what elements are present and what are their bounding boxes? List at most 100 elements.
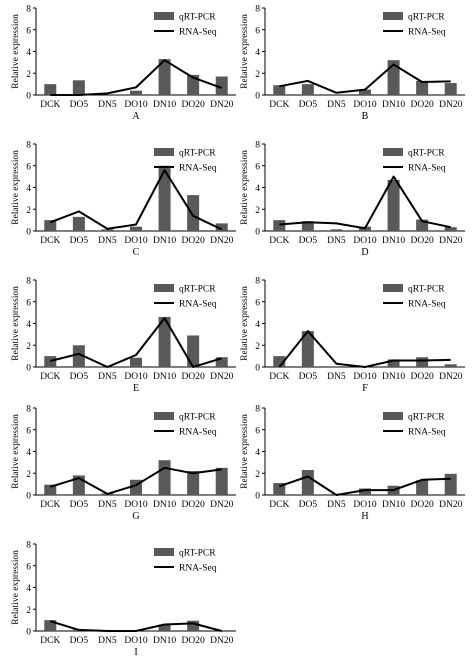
y-tick-label: 4: [26, 448, 31, 458]
legend-label-rna-seq: RNA-Seq: [179, 300, 217, 310]
x-tick-label: DO20: [182, 236, 205, 246]
bar-do10: [130, 226, 142, 231]
x-tick-label: DN20: [210, 372, 233, 382]
bar-do10: [359, 89, 371, 95]
legend-label-rna-seq: RNA-Seq: [179, 428, 217, 438]
x-tick-label: DCK: [40, 236, 60, 246]
panel-label: A: [132, 111, 140, 122]
x-tick-label: DO20: [411, 372, 434, 382]
x-tick-label: DN5: [98, 100, 117, 110]
legend-label-qrt-pcr: qRT-PCR: [408, 13, 445, 23]
y-tick-label: 8: [255, 405, 260, 415]
x-tick-label: DN20: [439, 500, 462, 510]
legend-label-qrt-pcr: qRT-PCR: [408, 285, 445, 295]
y-tick-label: 0: [255, 92, 260, 102]
legend-label-qrt-pcr: qRT-PCR: [179, 285, 216, 295]
x-tick-label: DN10: [382, 500, 405, 510]
rna-seq-line: [49, 169, 223, 231]
x-tick-label: DO5: [299, 372, 318, 382]
bar-do5: [301, 84, 314, 95]
rna-seq-line: [279, 175, 451, 230]
y-tick-label: 0: [26, 628, 31, 638]
panel-label: H: [361, 511, 368, 522]
bar-do10: [359, 488, 371, 495]
bar-dn20: [444, 227, 457, 231]
bar-dn20: [215, 357, 228, 367]
bar-dn20: [215, 467, 228, 495]
y-tick-label: 0: [26, 492, 31, 502]
y-tick-label: 4: [255, 320, 260, 330]
x-tick-label: DN20: [439, 236, 462, 246]
legend-label-qrt-pcr: qRT-PCR: [179, 413, 216, 423]
bar-dn20: [215, 223, 228, 231]
rna-seq-line: [50, 317, 222, 368]
y-tick-label: 6: [255, 298, 260, 308]
y-axis-label: Relative expression: [240, 14, 250, 89]
legend-swatch-qrt-pcr: [383, 412, 403, 420]
x-tick-label: DO5: [299, 236, 318, 246]
x-tick-label: DN10: [382, 372, 405, 382]
bar-dn10: [158, 165, 171, 231]
legend-swatch-qrt-pcr: [154, 12, 174, 20]
y-tick-label: 2: [26, 70, 31, 80]
y-tick-label: 4: [255, 184, 260, 194]
panel-label: B: [362, 111, 369, 122]
x-tick-label: DO5: [70, 372, 89, 382]
x-tick-label: DO10: [353, 372, 376, 382]
legend-swatch-qrt-pcr: [383, 284, 403, 292]
x-tick-label: DN10: [153, 236, 176, 246]
panel-f: 0 2 4 6 8 Relative expression DCK DO5 DN5 DO10 DN1…: [240, 277, 465, 394]
panel-e: 0 2 4 6 8 Relative expression DCK DO5 DN5 DO10 DN1…: [11, 277, 236, 394]
bar-do10: [130, 90, 142, 95]
x-tick-label: DO20: [411, 500, 434, 510]
y-tick-label: 6: [26, 162, 31, 172]
y-axis-label: Relative expression: [11, 14, 21, 89]
bar-do5: [72, 80, 85, 95]
x-tick-label: DO5: [70, 500, 89, 510]
legend-swatch-qrt-pcr: [154, 148, 174, 156]
legend-label-rna-seq: RNA-Seq: [179, 164, 217, 174]
x-tick-label: DO5: [70, 236, 89, 246]
panel-i: 0 2 4 6 8 Relative expression DCK DO5 DN5 DO10 DN1…: [11, 541, 236, 658]
y-tick-label: 0: [255, 228, 260, 238]
y-tick-label: 2: [255, 342, 260, 352]
legend-label-rna-seq: RNA-Seq: [408, 164, 446, 174]
x-tick-label: DO10: [124, 500, 147, 510]
x-tick-label: DO20: [182, 372, 205, 382]
x-tick-label: DCK: [269, 236, 289, 246]
bar-dn10: [158, 624, 171, 631]
x-tick-label: DN5: [327, 236, 346, 246]
y-axis-label: Relative expression: [240, 414, 250, 489]
bar-do20: [187, 335, 200, 367]
rna-seq-line: [50, 466, 222, 495]
panel-label: C: [133, 247, 140, 258]
bar-dck: [44, 220, 57, 231]
y-tick-label: 6: [255, 26, 260, 36]
panel-label: F: [362, 383, 368, 394]
y-tick-label: 4: [255, 448, 260, 458]
x-tick-label: DCK: [269, 372, 289, 382]
y-tick-label: 8: [255, 141, 260, 151]
y-tick-label: 4: [26, 48, 31, 58]
bar-dn10: [158, 316, 171, 367]
x-tick-label: DO5: [299, 100, 318, 110]
panel-g: 0 2 4 6 8 Relative expression DCK DO5 DN5 DO10 DN1…: [11, 405, 236, 522]
y-tick-label: 6: [26, 562, 31, 572]
legend-swatch-qrt-pcr: [154, 548, 174, 556]
bar-dn10: [158, 59, 171, 95]
legend-label-qrt-pcr: qRT-PCR: [179, 13, 216, 23]
legend-label-rna-seq: RNA-Seq: [179, 28, 217, 38]
y-axis-label: Relative expression: [11, 150, 21, 225]
x-tick-label: DCK: [269, 500, 289, 510]
y-tick-label: 6: [26, 298, 31, 308]
y-tick-label: 0: [255, 492, 260, 502]
x-tick-label: DN10: [153, 500, 176, 510]
panel-label: D: [361, 247, 368, 258]
panel-label: E: [133, 383, 139, 394]
x-tick-label: DO10: [353, 500, 376, 510]
bar-do5: [301, 469, 314, 495]
bar-do20: [187, 471, 200, 495]
y-tick-label: 4: [255, 48, 260, 58]
y-tick-label: 8: [26, 405, 31, 415]
x-tick-label: DO5: [70, 636, 89, 646]
